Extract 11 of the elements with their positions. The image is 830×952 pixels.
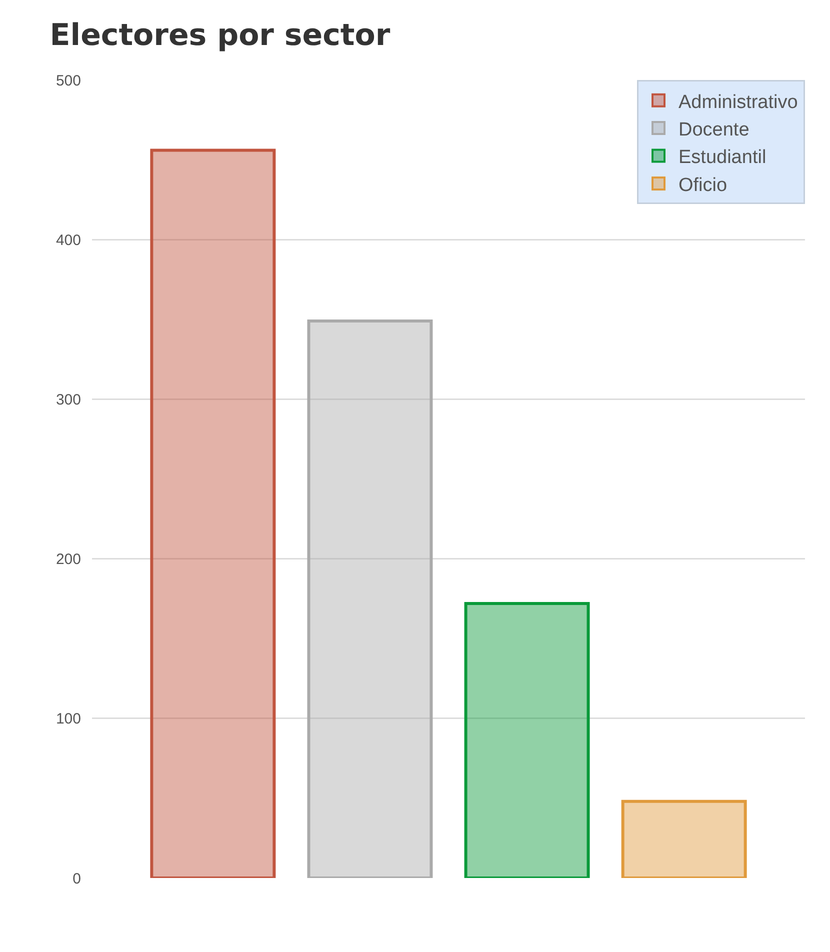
chart-title: Electores por sector (50, 18, 390, 53)
y-tick-label: 300 (56, 391, 81, 408)
y-tick-label: 500 (56, 72, 81, 90)
legend-label: Estudiantil (678, 147, 766, 168)
y-tick-label: 100 (56, 710, 81, 728)
legend-label: Administrativo (678, 92, 798, 113)
y-tick-label: 200 (56, 551, 81, 568)
y-tick-label: 400 (56, 232, 81, 249)
y-tick-label: 0 (72, 870, 81, 888)
legend-label: Oficio (678, 174, 728, 196)
legend-label: Docente (678, 119, 750, 140)
